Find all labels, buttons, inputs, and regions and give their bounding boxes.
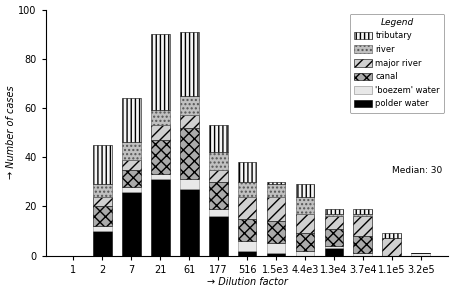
- Bar: [266, 221, 286, 243]
- Bar: [354, 236, 372, 253]
- Bar: [209, 125, 227, 152]
- Bar: [151, 179, 170, 255]
- Bar: [122, 170, 141, 187]
- Bar: [411, 253, 430, 255]
- Bar: [122, 98, 141, 142]
- Bar: [180, 189, 198, 255]
- Bar: [296, 184, 314, 197]
- Bar: [296, 251, 314, 255]
- Bar: [382, 234, 401, 239]
- Bar: [93, 207, 112, 226]
- Bar: [180, 128, 198, 179]
- Bar: [325, 229, 343, 246]
- Bar: [180, 115, 198, 128]
- Bar: [209, 182, 227, 209]
- Bar: [180, 32, 198, 96]
- Bar: [354, 216, 372, 236]
- Bar: [122, 187, 141, 192]
- Bar: [325, 246, 343, 248]
- Bar: [266, 197, 286, 221]
- Bar: [238, 197, 257, 219]
- Bar: [325, 248, 343, 255]
- Bar: [296, 234, 314, 251]
- Bar: [93, 145, 112, 184]
- Bar: [122, 192, 141, 255]
- Bar: [238, 182, 257, 197]
- Bar: [266, 184, 286, 197]
- Bar: [180, 179, 198, 189]
- Bar: [209, 170, 227, 182]
- Bar: [238, 219, 257, 241]
- Bar: [325, 209, 343, 214]
- X-axis label: → Dilution factor: → Dilution factor: [207, 277, 287, 287]
- Bar: [238, 251, 257, 255]
- Bar: [382, 239, 401, 255]
- Bar: [122, 142, 141, 160]
- Bar: [209, 216, 227, 255]
- Bar: [209, 209, 227, 216]
- Bar: [296, 214, 314, 234]
- Bar: [266, 182, 286, 184]
- Bar: [93, 184, 112, 197]
- Bar: [180, 96, 198, 115]
- Bar: [266, 253, 286, 255]
- Bar: [93, 231, 112, 255]
- Bar: [354, 214, 372, 216]
- Bar: [296, 197, 314, 214]
- Bar: [266, 243, 286, 253]
- Bar: [151, 125, 170, 140]
- Bar: [151, 140, 170, 174]
- Bar: [122, 160, 141, 170]
- Bar: [238, 162, 257, 182]
- Legend: tributary, river, major river, canal, 'boezem' water, polder water: tributary, river, major river, canal, 'b…: [350, 14, 444, 113]
- Bar: [238, 241, 257, 251]
- Bar: [93, 226, 112, 231]
- Bar: [151, 34, 170, 110]
- Text: Median: 30: Median: 30: [392, 166, 442, 175]
- Bar: [325, 214, 343, 216]
- Bar: [354, 209, 372, 214]
- Bar: [93, 197, 112, 207]
- Bar: [151, 174, 170, 179]
- Y-axis label: → Number of cases: → Number of cases: [5, 86, 15, 179]
- Bar: [325, 216, 343, 229]
- Bar: [354, 253, 372, 255]
- Bar: [151, 110, 170, 125]
- Bar: [209, 152, 227, 170]
